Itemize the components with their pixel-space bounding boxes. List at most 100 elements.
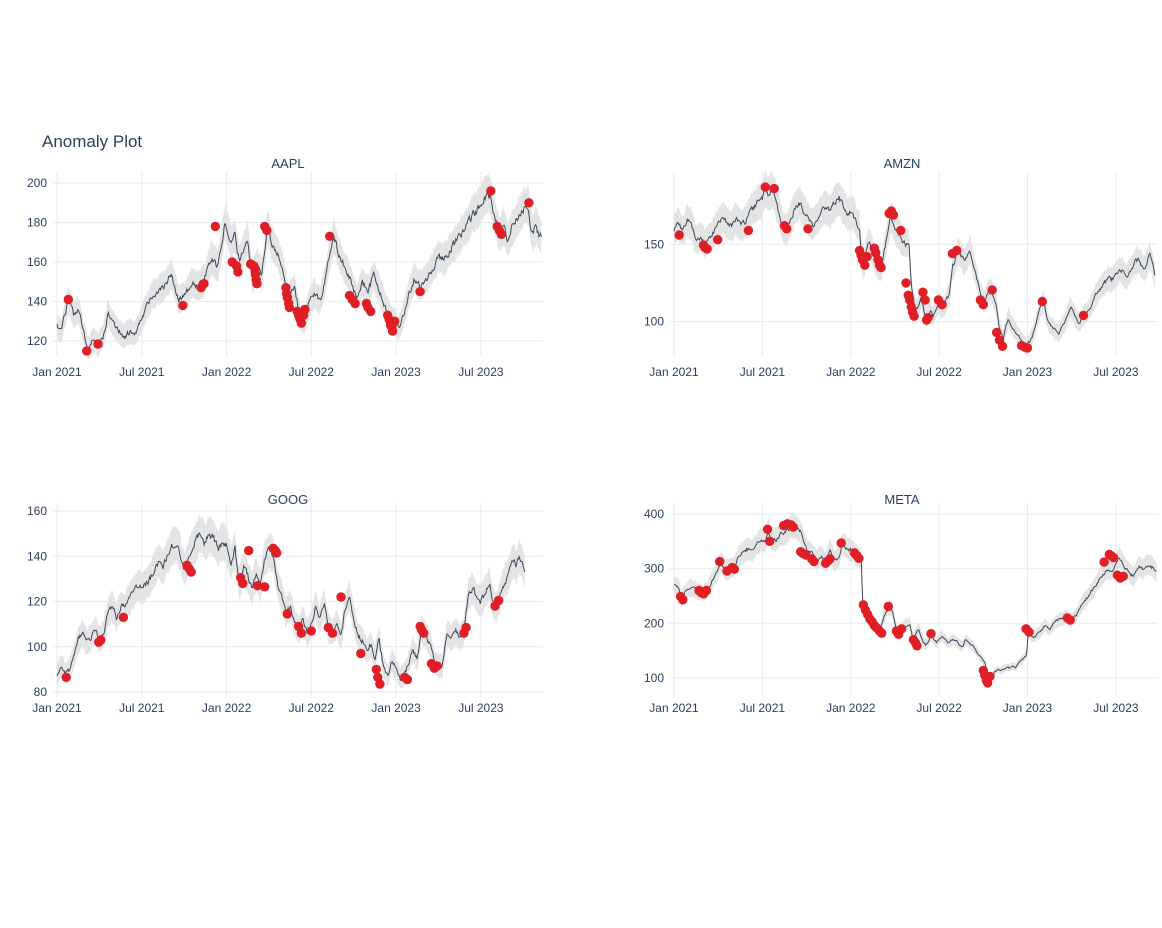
anomaly-marker[interactable] (327, 628, 338, 638)
anomaly-marker[interactable] (782, 224, 792, 234)
plot-area-meta[interactable] (670, 503, 1158, 697)
anomaly-marker[interactable] (375, 679, 385, 689)
anomaly-marker[interactable] (82, 346, 92, 356)
anomaly-marker[interactable] (803, 224, 813, 234)
plot-area-amzn[interactable] (670, 172, 1158, 357)
anomaly-marker[interactable] (486, 186, 496, 196)
anomaly-marker[interactable] (991, 327, 1002, 338)
anomaly-marker[interactable] (284, 302, 295, 313)
anomaly-marker[interactable] (1118, 571, 1129, 581)
anomaly-marker[interactable] (524, 198, 534, 208)
anomaly-marker[interactable] (762, 524, 773, 534)
anomaly-marker[interactable] (296, 628, 307, 638)
anomaly-marker[interactable] (674, 230, 684, 240)
anomaly-marker[interactable] (926, 629, 936, 639)
anomaly-marker[interactable] (883, 601, 893, 612)
x-tick-label: Jan 2023 (1003, 701, 1053, 715)
anomaly-marker[interactable] (701, 585, 712, 596)
anomaly-marker[interactable] (918, 287, 928, 297)
anomaly-marker[interactable] (252, 279, 262, 289)
anomaly-marker[interactable] (493, 595, 504, 606)
anomaly-marker[interactable] (118, 612, 129, 622)
anomaly-marker[interactable] (713, 235, 723, 245)
anomaly-marker[interactable] (1037, 296, 1048, 307)
anomaly-marker[interactable] (888, 210, 899, 220)
anomaly-marker[interactable] (854, 553, 864, 563)
plot-area-aapl[interactable] (53, 172, 543, 357)
anomaly-marker[interactable] (238, 578, 248, 589)
anomaly-marker[interactable] (920, 295, 930, 305)
anomaly-marker[interactable] (788, 522, 798, 532)
anomaly-marker[interactable] (909, 311, 919, 321)
anomaly-marker[interactable] (760, 182, 770, 192)
anomaly-marker[interactable] (366, 306, 376, 317)
anomaly-marker[interactable] (252, 581, 263, 591)
anomaly-marker[interactable] (387, 326, 398, 336)
anomaly-marker[interactable] (432, 661, 442, 671)
anomaly-marker[interactable] (1099, 557, 1109, 567)
anomaly-marker[interactable] (1109, 553, 1119, 563)
anomaly-marker[interactable] (306, 626, 316, 636)
anomaly-marker[interactable] (952, 245, 962, 256)
y-tick-label: 160 (27, 255, 47, 269)
anomaly-marker[interactable] (96, 635, 106, 645)
anomaly-marker[interactable] (272, 548, 282, 558)
anomaly-marker[interactable] (743, 225, 754, 236)
anomaly-marker[interactable] (199, 279, 209, 289)
anomaly-marker[interactable] (809, 556, 819, 567)
anomaly-marker[interactable] (178, 300, 188, 311)
anomaly-marker[interactable] (371, 664, 381, 675)
anomaly-marker[interactable] (877, 628, 887, 638)
anomaly-marker[interactable] (61, 672, 71, 682)
anomaly-marker[interactable] (350, 298, 360, 309)
anomaly-marker[interactable] (876, 262, 886, 273)
plot-area-goog[interactable] (53, 503, 543, 697)
x-tick-label: Jul 2023 (458, 365, 504, 379)
anomaly-marker[interactable] (63, 294, 73, 305)
anomaly-marker[interactable] (186, 567, 196, 577)
anomaly-marker[interactable] (678, 595, 688, 605)
anomaly-marker[interactable] (978, 299, 988, 310)
anomaly-marker[interactable] (325, 231, 335, 241)
anomaly-marker[interactable] (765, 536, 775, 546)
anomaly-marker[interactable] (987, 285, 997, 295)
anomaly-marker[interactable] (282, 609, 292, 619)
anomaly-marker[interactable] (896, 624, 907, 634)
anomaly-marker[interactable] (233, 267, 243, 277)
anomaly-marker[interactable] (415, 286, 425, 297)
anomaly-marker[interactable] (1078, 310, 1089, 321)
anomaly-marker[interactable] (1065, 615, 1075, 625)
anomaly-marker[interactable] (461, 622, 471, 633)
anomaly-marker[interactable] (912, 641, 922, 651)
anomaly-marker[interactable] (210, 221, 220, 232)
anomaly-marker[interactable] (336, 592, 346, 602)
anomaly-marker[interactable] (419, 628, 429, 638)
anomaly-marker[interactable] (496, 229, 507, 239)
anomaly-marker[interactable] (860, 260, 870, 270)
anomaly-marker[interactable] (985, 671, 995, 682)
anomaly-marker[interactable] (300, 304, 310, 315)
anomaly-marker[interactable] (937, 299, 947, 310)
anomaly-marker[interactable] (296, 318, 307, 328)
anomaly-marker[interactable] (769, 183, 779, 194)
anomaly-marker[interactable] (729, 564, 740, 574)
anomaly-marker[interactable] (244, 545, 254, 556)
anomaly-marker[interactable] (260, 582, 270, 592)
anomaly-marker[interactable] (862, 252, 872, 262)
anomaly-marker[interactable] (702, 244, 712, 254)
anomaly-marker[interactable] (901, 278, 911, 288)
anomaly-marker[interactable] (825, 554, 835, 564)
anomaly-marker[interactable] (402, 674, 413, 685)
anomaly-marker[interactable] (836, 538, 846, 548)
anomaly-marker[interactable] (715, 556, 725, 567)
anomaly-marker[interactable] (997, 341, 1008, 351)
anomaly-marker[interactable] (896, 225, 906, 236)
anomaly-marker[interactable] (923, 313, 933, 323)
anomaly-marker[interactable] (262, 225, 272, 236)
subplot-title: GOOG (268, 492, 308, 507)
anomaly-marker[interactable] (356, 648, 366, 659)
anomaly-marker[interactable] (1024, 627, 1034, 637)
anomaly-marker[interactable] (1022, 343, 1033, 353)
anomaly-marker[interactable] (93, 339, 103, 349)
anomaly-marker[interactable] (390, 316, 400, 326)
